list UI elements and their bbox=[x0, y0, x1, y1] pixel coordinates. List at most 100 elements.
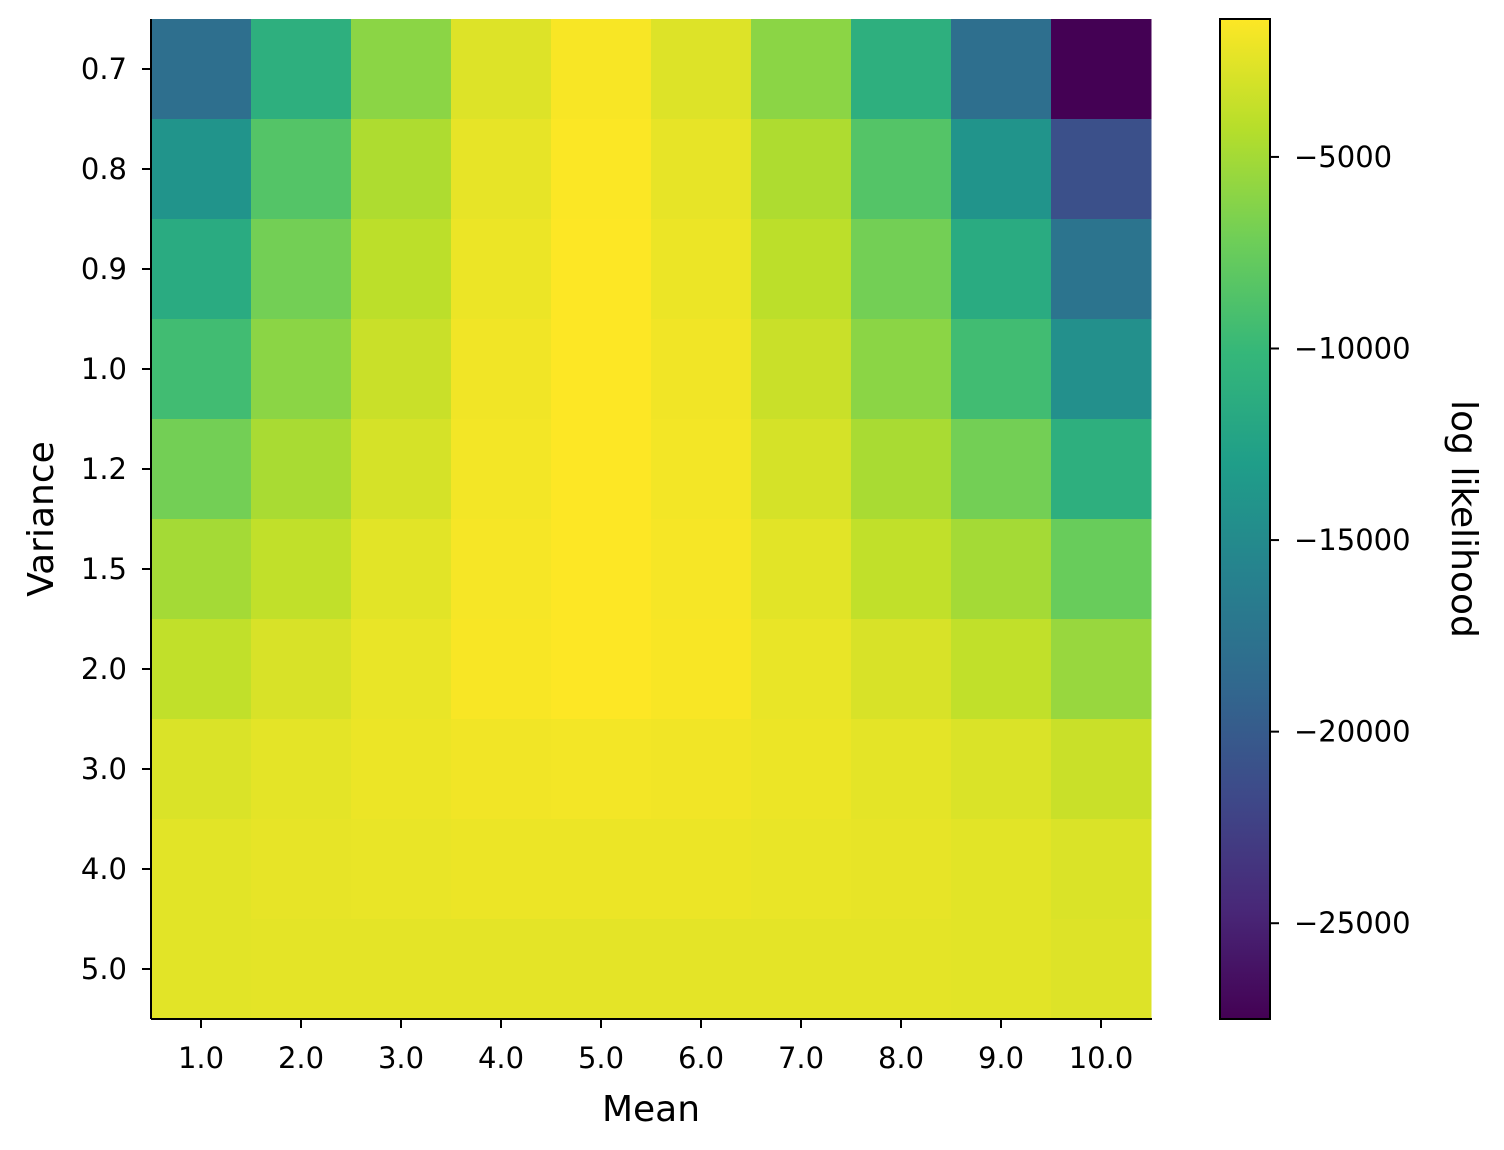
heatmap-cell bbox=[551, 519, 652, 620]
heatmap-cell bbox=[451, 919, 552, 1020]
heatmap-cell bbox=[151, 19, 252, 120]
heatmap-cell bbox=[551, 819, 652, 920]
colorbar bbox=[1219, 18, 1271, 1020]
heatmap-cell bbox=[851, 419, 952, 520]
heatmap-cell bbox=[351, 319, 452, 420]
y-axis-label: Variance bbox=[21, 441, 62, 597]
heatmap-cell bbox=[651, 619, 752, 720]
heatmap-cell bbox=[751, 419, 852, 520]
heatmap-cell bbox=[151, 919, 252, 1020]
y-tick-label: 0.8 bbox=[81, 152, 127, 186]
heatmap-cell bbox=[751, 819, 852, 920]
heatmap-cell bbox=[351, 219, 452, 320]
heatmap-cell bbox=[751, 519, 852, 620]
heatmap-cells bbox=[151, 19, 1152, 1020]
heatmap-cell bbox=[651, 219, 752, 320]
heatmap-cell bbox=[1051, 519, 1152, 620]
heatmap-cell bbox=[851, 119, 952, 220]
x-tick-label: 2.0 bbox=[278, 1041, 324, 1075]
heatmap-cell bbox=[951, 219, 1052, 320]
heatmap-cell bbox=[151, 519, 252, 620]
heatmap-cell bbox=[951, 619, 1052, 720]
heatmap-cell bbox=[551, 219, 652, 320]
x-tick-label: 10.0 bbox=[1069, 1041, 1134, 1075]
heatmap-cell bbox=[451, 319, 552, 420]
heatmap-cell bbox=[951, 19, 1052, 120]
heatmap-cell bbox=[1051, 219, 1152, 320]
heatmap-cell bbox=[251, 519, 352, 620]
heatmap-cell bbox=[351, 119, 452, 220]
heatmap-cell bbox=[951, 119, 1052, 220]
heatmap-cell bbox=[951, 519, 1052, 620]
colorbar-tick-label: −5000 bbox=[1294, 140, 1392, 174]
heatmap-cell bbox=[351, 719, 452, 820]
heatmap-cell bbox=[251, 619, 352, 720]
y-tick-label: 3.0 bbox=[81, 752, 127, 786]
heatmap-cell bbox=[451, 619, 552, 720]
heatmap-cell bbox=[851, 719, 952, 820]
x-tick-label: 3.0 bbox=[378, 1041, 424, 1075]
heatmap-cell bbox=[651, 19, 752, 120]
heatmap-cell bbox=[1051, 19, 1152, 120]
heatmap-cell bbox=[551, 19, 652, 120]
heatmap-cell bbox=[151, 819, 252, 920]
heatmap-cell bbox=[1051, 619, 1152, 720]
heatmap-cell bbox=[351, 419, 452, 520]
x-tick-label: 4.0 bbox=[478, 1041, 524, 1075]
colorbar-tick-label: −25000 bbox=[1294, 906, 1411, 940]
heatmap-cell bbox=[951, 319, 1052, 420]
heatmap-cell bbox=[751, 719, 852, 820]
heatmap-cell bbox=[251, 219, 352, 320]
heatmap-cell bbox=[751, 319, 852, 420]
colorbar-tick-label: −15000 bbox=[1294, 523, 1411, 557]
colorbar-tick-label: −10000 bbox=[1294, 332, 1411, 366]
heatmap-cell bbox=[351, 19, 452, 120]
heatmap-cell bbox=[851, 19, 952, 120]
heatmap-cell bbox=[151, 419, 252, 520]
heatmap-cell bbox=[451, 519, 552, 620]
heatmap-cell bbox=[1051, 119, 1152, 220]
heatmap-cell bbox=[151, 219, 252, 320]
y-tick-label: 1.5 bbox=[81, 552, 127, 586]
colorbar-label: log likelihood bbox=[1443, 400, 1484, 638]
x-tick-label: 8.0 bbox=[878, 1041, 924, 1075]
heatmap-cell bbox=[251, 19, 352, 120]
heatmap-cell bbox=[551, 719, 652, 820]
heatmap-cell bbox=[451, 219, 552, 320]
heatmap-cell bbox=[451, 19, 552, 120]
heatmap-cell bbox=[151, 619, 252, 720]
heatmap-cell bbox=[451, 719, 552, 820]
y-tick-label: 2.0 bbox=[81, 652, 127, 686]
heatmap-cell bbox=[751, 919, 852, 1020]
heatmap-cell bbox=[651, 419, 752, 520]
heatmap-cell bbox=[651, 319, 752, 420]
heatmap-cell bbox=[351, 819, 452, 920]
heatmap-cell bbox=[851, 319, 952, 420]
heatmap-cell bbox=[851, 919, 952, 1020]
heatmap-cell bbox=[451, 819, 552, 920]
x-axis-label: Mean bbox=[602, 1089, 700, 1130]
heatmap-cell bbox=[151, 119, 252, 220]
x-tick-label: 1.0 bbox=[178, 1041, 224, 1075]
heatmap-cell bbox=[751, 619, 852, 720]
heatmap-cell bbox=[451, 119, 552, 220]
x-axis-ticks: 1.0 2.0 3.0 4.0 5.0 6.0 7.0 8.0 9.0 10.0 bbox=[178, 1019, 1133, 1075]
heatmap-cell bbox=[651, 819, 752, 920]
y-axis-ticks: 0.7 0.8 0.9 1.0 1.2 1.5 2.0 3.0 4.0 5.0 bbox=[81, 52, 151, 986]
x-tick-label: 7.0 bbox=[778, 1041, 824, 1075]
heatmap-cell bbox=[551, 419, 652, 520]
heatmap-cell bbox=[351, 619, 452, 720]
colorbar-ticks: −5000 −10000 −15000 −20000 −25000 bbox=[1270, 140, 1411, 940]
heatmap-cell bbox=[151, 719, 252, 820]
heatmap-cell bbox=[651, 919, 752, 1020]
y-tick-label: 5.0 bbox=[81, 952, 127, 986]
heatmap-cell bbox=[851, 519, 952, 620]
y-tick-label: 0.7 bbox=[81, 52, 127, 86]
heatmap-cell bbox=[551, 119, 652, 220]
y-tick-label: 4.0 bbox=[81, 852, 127, 886]
heatmap-cell bbox=[651, 719, 752, 820]
y-tick-label: 1.0 bbox=[81, 352, 127, 386]
heatmap-cell bbox=[1051, 919, 1152, 1020]
heatmap-cell bbox=[351, 919, 452, 1020]
heatmap-cell bbox=[751, 19, 852, 120]
